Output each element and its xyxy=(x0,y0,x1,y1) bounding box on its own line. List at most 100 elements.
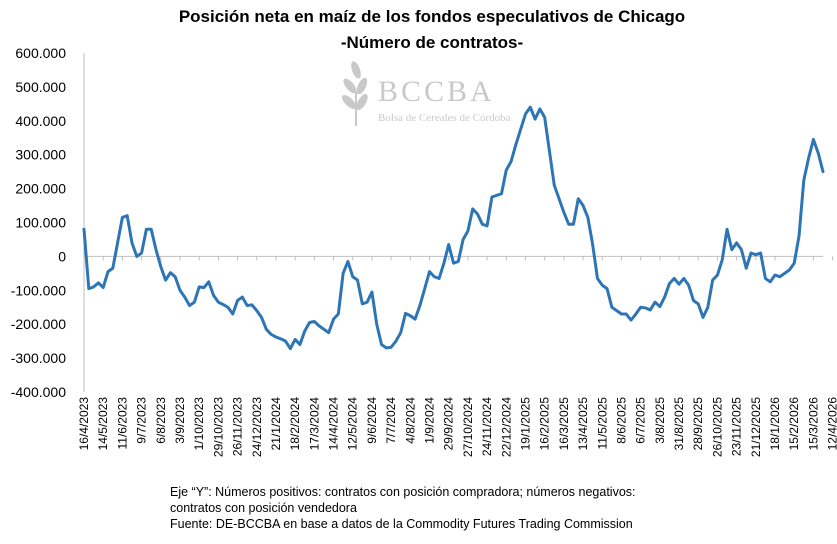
data-point xyxy=(572,223,575,225)
data-point xyxy=(102,286,104,289)
data-point xyxy=(548,150,551,153)
data-point xyxy=(126,214,128,217)
data-point xyxy=(731,248,733,251)
data-point xyxy=(443,262,445,264)
data-point xyxy=(534,118,536,120)
data-point xyxy=(654,301,656,303)
data-point xyxy=(452,262,455,264)
data-point xyxy=(663,296,666,298)
y-tick-label: -300.000 xyxy=(11,350,66,366)
data-point xyxy=(198,286,200,288)
y-tick-label: 100.000 xyxy=(15,215,66,231)
data-point xyxy=(121,216,124,219)
data-point xyxy=(308,321,311,324)
data-point xyxy=(169,271,172,274)
x-tick-label: 26/10/2025 xyxy=(710,397,724,457)
data-point xyxy=(332,318,335,320)
data-point xyxy=(375,323,378,326)
data-point xyxy=(774,274,776,276)
data-point xyxy=(481,223,484,225)
data-point xyxy=(428,270,431,273)
data-point xyxy=(644,307,647,309)
x-tick-label: 3/9/2023 xyxy=(173,397,187,444)
data-point xyxy=(227,306,229,309)
data-point xyxy=(251,304,253,306)
data-point xyxy=(803,179,805,181)
x-tick-label: 17/3/2024 xyxy=(307,397,321,451)
data-point xyxy=(606,287,608,290)
x-tick-label: 8/6/2025 xyxy=(614,397,628,444)
y-tick-label: 300.000 xyxy=(15,147,66,163)
data-point xyxy=(707,306,709,309)
data-point xyxy=(783,272,786,275)
x-tick-label: 31/8/2025 xyxy=(672,397,686,451)
data-point xyxy=(750,252,752,254)
data-point xyxy=(183,296,186,298)
data-point xyxy=(419,304,421,307)
data-point xyxy=(471,208,474,210)
data-point xyxy=(409,314,412,317)
x-tick-label: 1/10/2023 xyxy=(192,397,206,451)
x-tick-label: 23/11/2025 xyxy=(730,397,744,456)
data-point xyxy=(639,306,642,309)
data-point xyxy=(716,274,719,276)
data-point xyxy=(404,312,407,315)
x-tick-label: 29/10/2023 xyxy=(211,397,225,457)
data-point xyxy=(635,313,637,315)
x-tick-label: 7/7/2024 xyxy=(384,397,398,444)
data-point xyxy=(174,275,176,278)
y-tick-label: 600.000 xyxy=(15,45,66,61)
data-point xyxy=(620,313,623,315)
data-point xyxy=(299,343,301,346)
x-tick-label: 21/1/2024 xyxy=(269,397,283,451)
x-tick-label: 12/4/2026 xyxy=(826,397,837,451)
data-point xyxy=(395,340,397,342)
data-point xyxy=(683,277,685,280)
data-point xyxy=(246,304,248,307)
x-tick-label: 9/7/2023 xyxy=(135,397,149,444)
watermark-subtitle: Bolsa de Cereales de Córdoba xyxy=(378,112,511,124)
data-point xyxy=(385,347,388,349)
data-point xyxy=(423,287,426,290)
data-point xyxy=(812,138,815,141)
data-point xyxy=(145,228,148,231)
x-tick-label: 12/5/2024 xyxy=(346,397,360,451)
x-tick-label: 24/12/2023 xyxy=(250,397,264,457)
data-point xyxy=(88,287,90,290)
data-point xyxy=(692,299,695,302)
data-point xyxy=(591,243,594,246)
data-point xyxy=(491,196,493,198)
x-tick-label: 6/7/2025 xyxy=(634,397,648,444)
data-point xyxy=(596,277,599,280)
data-point xyxy=(356,279,359,281)
data-point xyxy=(524,113,527,115)
x-tick-label: 6/8/2023 xyxy=(154,397,168,444)
data-point xyxy=(284,340,287,342)
data-point xyxy=(793,262,796,264)
wheat-icon xyxy=(342,61,368,126)
data-point xyxy=(702,316,704,319)
data-point xyxy=(203,286,205,289)
x-tick-label: 28/9/2025 xyxy=(691,397,705,451)
data-point xyxy=(433,275,436,278)
x-tick-label: 29/9/2024 xyxy=(442,397,456,451)
data-point xyxy=(822,170,824,173)
x-tick-label: 19/1/2025 xyxy=(518,397,532,451)
data-point xyxy=(611,306,613,309)
data-point xyxy=(140,252,143,254)
data-point xyxy=(107,270,109,273)
data-point xyxy=(347,260,349,263)
x-tick-label: 1/9/2024 xyxy=(423,397,437,444)
data-point xyxy=(399,331,402,334)
data-point xyxy=(159,265,162,268)
x-tick-label: 18/2/2024 xyxy=(288,397,302,451)
data-point xyxy=(164,279,167,281)
data-point xyxy=(135,255,138,258)
data-point xyxy=(380,343,383,346)
data-point xyxy=(630,319,632,321)
x-tick-label: 11/6/2023 xyxy=(115,397,129,450)
watermark-name: BCCBA xyxy=(378,75,495,108)
y-tick-label: 500.000 xyxy=(15,79,66,95)
data-point xyxy=(769,281,772,283)
data-point xyxy=(414,318,416,320)
